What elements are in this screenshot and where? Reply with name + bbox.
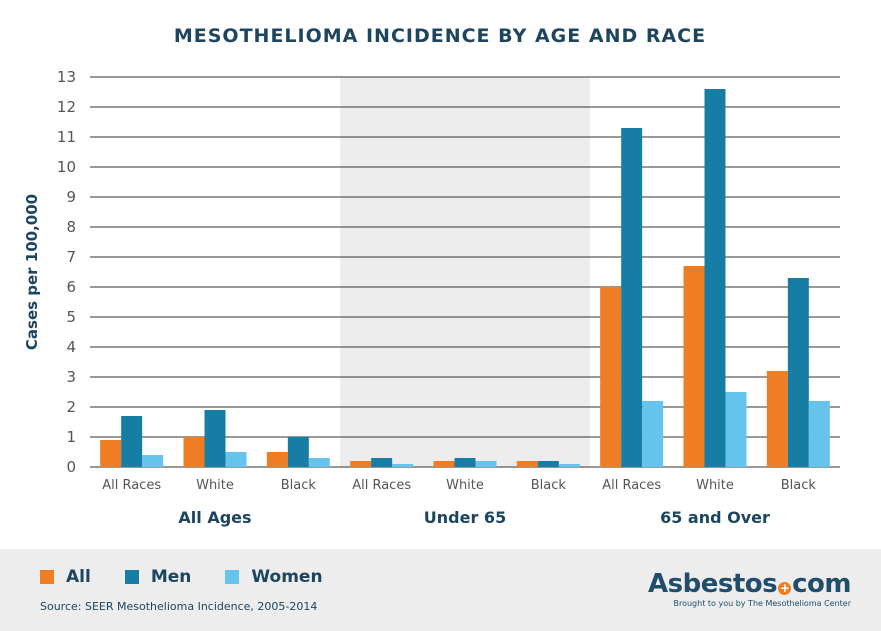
bar-men — [787, 278, 809, 467]
legend-swatch — [225, 570, 240, 584]
y-tick-label: 6 — [66, 278, 76, 296]
bar-men — [121, 416, 143, 467]
y-tick-label: 2 — [66, 398, 76, 416]
y-tick-label: 4 — [66, 338, 76, 356]
y-tick-label: 11 — [57, 128, 76, 146]
bar-all — [600, 287, 622, 467]
chart-title: MESOTHELIOMA INCIDENCE BY AGE AND RACE — [174, 25, 706, 47]
bar-all — [100, 440, 122, 467]
legend-label: Men — [150, 567, 192, 587]
legend-label: All — [66, 567, 91, 587]
brand-logo: Asbestos + com Brought to you by The Mesot… — [648, 571, 851, 608]
bar-all — [516, 461, 538, 467]
legend-swatch — [124, 570, 139, 584]
legend-item-men: Men — [124, 567, 192, 587]
x-tick-label: All Races — [102, 478, 161, 493]
bar-all — [433, 461, 455, 467]
legend-item-all: All — [40, 567, 91, 587]
bar-women — [725, 392, 747, 467]
group-label: All Ages — [178, 508, 251, 527]
bar-women — [142, 455, 164, 467]
bar-all — [766, 371, 788, 467]
bar-all — [266, 452, 288, 467]
bar-women — [558, 464, 580, 467]
y-tick-label: 1 — [66, 428, 76, 446]
y-tick-label: 12 — [57, 98, 76, 116]
bar-men — [454, 458, 476, 467]
bar-men — [537, 461, 559, 467]
x-tick-label: All Races — [602, 478, 661, 493]
source-note: Source: SEER Mesothelioma Incidence, 200… — [40, 600, 318, 613]
y-tick-label: 9 — [66, 188, 76, 206]
bar-women — [475, 461, 497, 467]
logo-wordmark: Asbestos + com — [648, 571, 851, 597]
bar-men — [371, 458, 393, 467]
x-tick-label: Black — [531, 478, 567, 493]
y-axis-label: Cases per 100,000 — [23, 194, 41, 350]
y-tick-label: 3 — [66, 368, 76, 386]
logo-tagline: Brought to you by The Mesothelioma Cente… — [673, 599, 851, 608]
bar-men — [204, 410, 226, 467]
plus-icon: + — [778, 581, 792, 595]
bar-all — [683, 266, 705, 467]
logo-name-right: com — [792, 569, 851, 599]
x-tick-label: Black — [281, 478, 317, 493]
y-tick-label: 10 — [57, 158, 76, 176]
legend: All Men Women — [40, 567, 357, 587]
y-tick-label: 5 — [66, 308, 76, 326]
shaded-region-1 — [340, 77, 590, 467]
bar-women — [642, 401, 664, 467]
y-tick-label: 0 — [66, 458, 76, 476]
bar-women — [308, 458, 330, 467]
footer: All Men Women Source: SEER Mesothelioma In… — [0, 549, 881, 631]
x-tick-label: Black — [781, 478, 817, 493]
legend-item-women: Women — [225, 567, 323, 587]
bar-women — [225, 452, 247, 467]
bar-women — [808, 401, 830, 467]
y-tick-label: 7 — [66, 248, 76, 266]
bar-men — [621, 128, 643, 467]
x-tick-label: White — [696, 478, 734, 493]
x-tick-label: All Races — [352, 478, 411, 493]
group-label: 65 and Over — [660, 508, 770, 527]
bar-all — [350, 461, 372, 467]
x-tick-label: White — [196, 478, 234, 493]
group-label: Under 65 — [424, 508, 506, 527]
x-tick-label: White — [446, 478, 484, 493]
logo-name-left: Asbestos — [648, 569, 778, 599]
y-tick-label: 8 — [66, 218, 76, 236]
bar-women — [392, 464, 414, 467]
bar-men — [287, 437, 309, 467]
legend-swatch — [40, 570, 54, 584]
legend-label: Women — [251, 567, 323, 587]
y-tick-label: 13 — [57, 68, 76, 86]
bar-men — [704, 89, 726, 467]
bar-all — [183, 437, 205, 467]
